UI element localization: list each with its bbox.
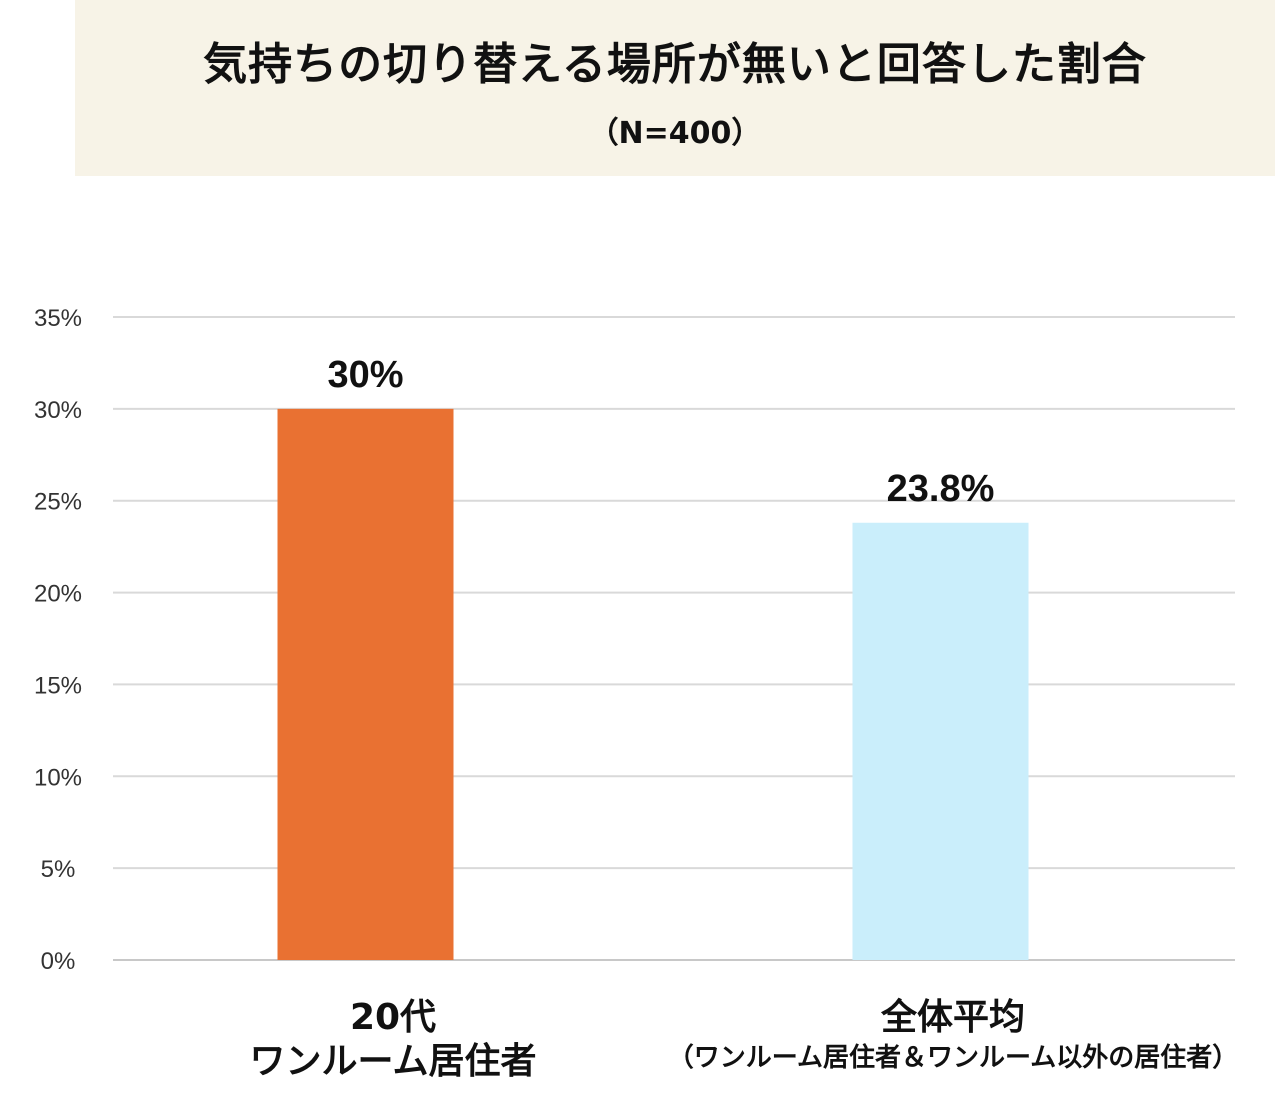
data-label-1: 23.8%	[887, 468, 995, 510]
title-box: 気持ちの切り替える場所が無いと回答した割合 （N=400）	[75, 0, 1275, 176]
bar-0	[277, 408, 454, 960]
chart-subtitle: （N=400）	[588, 116, 762, 151]
bar-1	[852, 522, 1029, 960]
y-tick-label: 25%	[34, 489, 82, 516]
category-line1: 20代	[349, 997, 437, 1038]
y-tick-label: 10%	[34, 764, 82, 791]
data-label-0: 30%	[327, 354, 403, 396]
y-tick-label: 35%	[34, 305, 82, 332]
chart-title: 気持ちの切り替える場所が無いと回答した割合	[203, 39, 1147, 90]
y-tick-label: 5%	[41, 856, 76, 883]
y-tick-label: 30%	[34, 397, 82, 424]
category-label-0: 20代 ワンルーム居住者	[250, 996, 537, 1084]
y-tick-label: 15%	[34, 672, 82, 699]
y-tick-label: 0%	[41, 948, 76, 975]
category-line2: ワンルーム居住者	[249, 1041, 537, 1082]
category-line2: （ワンルーム居住者＆ワンルーム以外の居住者）	[667, 1043, 1239, 1073]
category-line1: 全体平均	[880, 997, 1026, 1038]
category-label-1: 全体平均 （ワンルーム居住者＆ワンルーム以外の居住者）	[668, 996, 1238, 1076]
y-tick-label: 20%	[34, 581, 82, 608]
